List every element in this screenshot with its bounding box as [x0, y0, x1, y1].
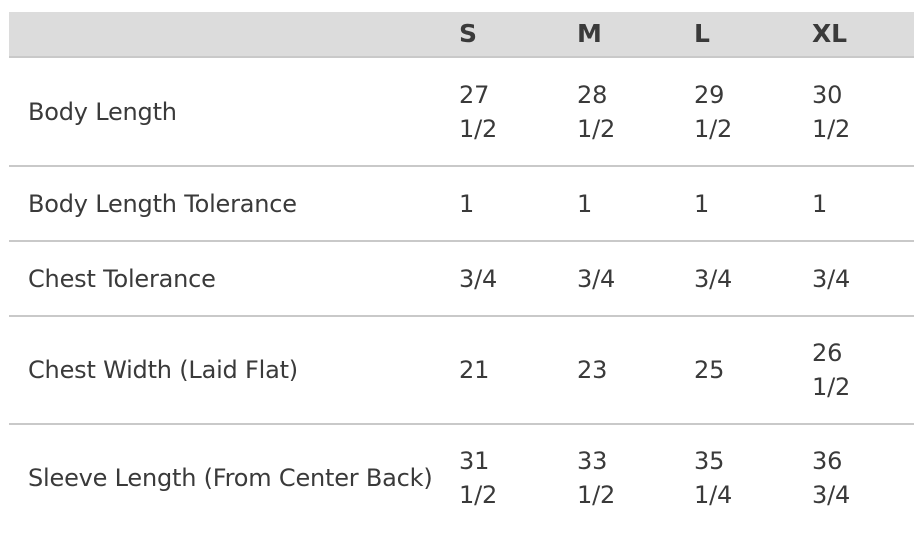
cell-s: 1	[459, 166, 577, 241]
cell-value: 1	[694, 189, 710, 218]
cell-value: 35 1/4	[694, 446, 733, 509]
header-empty-cell	[9, 12, 459, 58]
cell-l: 25	[694, 316, 812, 424]
cell-value: 29 1/2	[694, 80, 733, 143]
cell-l: 29 1/2	[694, 57, 812, 166]
row-label: Chest Tolerance	[28, 264, 216, 293]
header-size-m: M	[577, 12, 694, 58]
cell-m: 1	[577, 166, 694, 241]
cell-m: 3/4	[577, 241, 694, 316]
cell-s: 31 1/2	[459, 424, 577, 530]
cell-value: 33 1/2	[577, 446, 616, 509]
cell-m: 23	[577, 316, 694, 424]
cell-value: 31 1/2	[459, 446, 498, 509]
cell-m: 28 1/2	[577, 57, 694, 166]
table-row-body-length-tolerance: Body Length Tolerance 1 1 1 1	[9, 166, 914, 241]
cell-s: 21	[459, 316, 577, 424]
cell-l: 3/4	[694, 241, 812, 316]
header-row: S M L XL	[9, 12, 914, 58]
cell-xl: 3/4	[812, 241, 914, 316]
cell-l: 35 1/4	[694, 424, 812, 530]
cell-value: 23	[577, 356, 608, 384]
cell-value: 3/4	[577, 264, 616, 293]
row-label: Body Length Tolerance	[28, 189, 297, 218]
header-size-l: L	[694, 12, 812, 58]
cell-value: 25	[694, 356, 725, 384]
cell-l: 1	[694, 166, 812, 241]
cell-xl: 26 1/2	[812, 316, 914, 424]
cell-value: 28 1/2	[577, 80, 616, 143]
cell-value: 27 1/2	[459, 80, 498, 143]
table-row-sleeve-length: Sleeve Length (From Center Back) 31 1/2 …	[9, 424, 914, 530]
table-row-chest-width: Chest Width (Laid Flat) 21 23 25 26 1/2	[9, 316, 914, 424]
row-label: Sleeve Length (From Center Back)	[28, 463, 433, 492]
cell-value: 1	[577, 189, 593, 218]
cell-s: 3/4	[459, 241, 577, 316]
cell-value: 26 1/2	[812, 339, 851, 401]
cell-xl: 36 3/4	[812, 424, 914, 530]
row-label: Chest Width (Laid Flat)	[28, 356, 298, 384]
table-row-chest-tolerance: Chest Tolerance 3/4 3/4 3/4 3/4	[9, 241, 914, 316]
cell-m: 33 1/2	[577, 424, 694, 530]
size-chart-table: S M L XL Body Length 27 1/2 28 1/2 29 1/…	[9, 12, 914, 530]
cell-value: 21	[459, 356, 490, 384]
cell-value: 3/4	[812, 264, 851, 293]
cell-value: 3/4	[459, 264, 498, 293]
table-row-body-length: Body Length 27 1/2 28 1/2 29 1/2 30 1/2	[9, 57, 914, 166]
cell-value: 1	[812, 189, 828, 218]
row-label: Body Length	[28, 97, 177, 126]
cell-xl: 1	[812, 166, 914, 241]
cell-s: 27 1/2	[459, 57, 577, 166]
header-size-xl: XL	[812, 12, 914, 58]
cell-value: 30 1/2	[812, 80, 851, 143]
cell-value: 1	[459, 189, 475, 218]
cell-value: 36 3/4	[812, 446, 851, 509]
cell-xl: 30 1/2	[812, 57, 914, 166]
cell-value: 3/4	[694, 264, 733, 293]
header-size-s: S	[459, 12, 577, 58]
